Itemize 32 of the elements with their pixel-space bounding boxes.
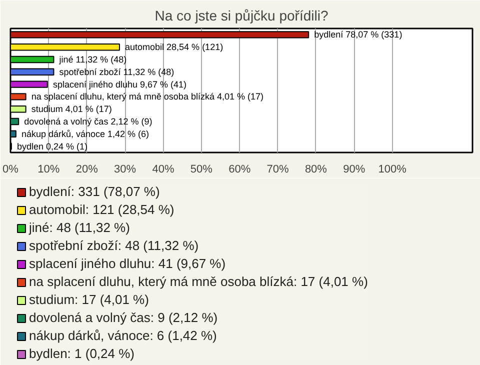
x-tick-label: 40%	[152, 164, 174, 176]
x-tick-label: 70%	[266, 164, 289, 176]
x-tick-label: 80%	[304, 164, 328, 176]
text: dovolená a volný čas 2,12 % (9)	[24, 116, 152, 126]
text: na splacení dluhu, který má mně osoba blízká 4,01 % (17)	[31, 92, 264, 102]
x-tick-label: 0%	[2, 164, 19, 176]
legend-label: na splacení dluhu, který má mně osoba blízká: 17 (4,01 %)	[29, 274, 368, 289]
chart-title: Na co jste si půjčku pořídili?	[154, 8, 328, 24]
text: jiné 11,32 % (48)	[59, 54, 127, 64]
legend-label: automobil: 121 (28,54 %)	[29, 202, 174, 217]
text: bydlení 78,07 % (331)	[314, 30, 402, 40]
x-tick-label: 30%	[114, 164, 136, 176]
text: splacení jiného dluhu 9,67 % (41)	[52, 79, 187, 90]
legend-label: spotřební zboží: 48 (11,32 %)	[29, 238, 199, 253]
legend-label: splacení jiného dluhu: 41 (9,67 %)	[29, 256, 226, 271]
legend-label: dovolená a volný čas: 9 (2,12 %)	[29, 310, 218, 325]
text: spotřební zboží 11,32 % (48)	[59, 66, 174, 77]
legend-label: studium: 17 (4,01 %)	[29, 292, 149, 307]
text: automobil 28,54 % (121)	[125, 42, 224, 52]
x-tick-label: 10%	[38, 164, 60, 176]
legend-label: jiné: 48 (11,32 %)	[29, 220, 130, 235]
x-tick-label: 90%	[343, 164, 366, 176]
legend-label: bydlení: 331 (78,07 %)	[29, 184, 160, 199]
text: bydlen 0,24 % (1)	[16, 141, 88, 152]
x-tick-label: 50%	[190, 164, 213, 176]
legend-label: nákup dárků, vánoce: 6 (1,42 %)	[29, 328, 217, 343]
x-tick-label: 100%	[378, 164, 407, 176]
x-tick-label: 60%	[228, 164, 251, 176]
text: nákup dárků, vánoce 1,42 % (6)	[21, 128, 150, 139]
x-tick-label: 20%	[76, 164, 98, 176]
text: studium 4,01 % (17)	[31, 104, 112, 114]
legend-label: bydlen: 1 (0,24 %)	[29, 346, 135, 361]
